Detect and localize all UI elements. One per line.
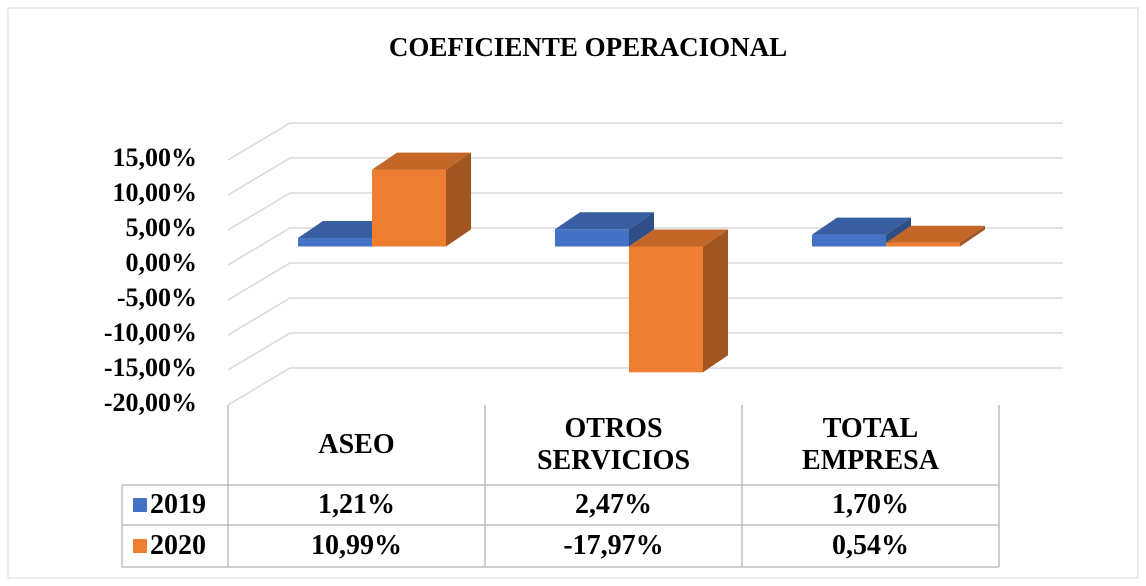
bar [629, 246, 703, 373]
bar-side [703, 229, 728, 373]
bar-side [960, 225, 985, 247]
data-label: 0,54% [832, 530, 909, 561]
y-tick-label: -15,00% [104, 353, 197, 382]
grid-line [227, 297, 1063, 336]
grid-line [227, 192, 1063, 231]
chart-border [7, 7, 1139, 579]
bar-side [629, 212, 654, 247]
y-tick-label: -20,00% [104, 388, 197, 417]
y-tick-label: 5,00% [126, 213, 198, 242]
bar-top [629, 229, 728, 247]
y-tick-label: 0,00% [126, 248, 198, 277]
legend-swatch [133, 539, 147, 553]
y-tick-label: -5,00% [117, 283, 197, 312]
data-label: 1,70% [832, 489, 909, 520]
data-label: 1,21% [318, 489, 395, 520]
grid-line [227, 122, 1063, 161]
bar-top [555, 212, 654, 230]
bar-top [812, 217, 911, 235]
data-label: 2,47% [575, 489, 652, 520]
category-label: ASEO [318, 429, 395, 460]
legend-label: 2019 [150, 489, 206, 520]
y-tick-label: 10,00% [113, 178, 198, 207]
data-label: 10,99% [311, 530, 402, 561]
bar [555, 229, 629, 247]
grid-line [227, 332, 1063, 371]
bar [886, 242, 960, 247]
data-label: -17,97% [563, 530, 664, 561]
y-tick-label: -10,00% [104, 318, 197, 347]
bar [372, 169, 446, 247]
category-label: TOTAL EMPRESA [802, 413, 939, 476]
grid-line [227, 227, 1063, 266]
grid-line [227, 367, 1063, 406]
bar-top [372, 152, 471, 170]
chart-title: COEFICIENTE OPERACIONAL [389, 32, 787, 62]
bar [812, 234, 886, 247]
legend-label: 2020 [150, 530, 206, 561]
bar-top [886, 225, 985, 243]
grid-line [227, 157, 1063, 196]
bar-side [446, 152, 471, 247]
bar [298, 238, 372, 247]
grid-line [227, 262, 1063, 301]
category-label: OTROS SERVICIOS [536, 413, 691, 476]
y-tick-label: 15,00% [113, 143, 198, 172]
legend-swatch [133, 498, 147, 512]
